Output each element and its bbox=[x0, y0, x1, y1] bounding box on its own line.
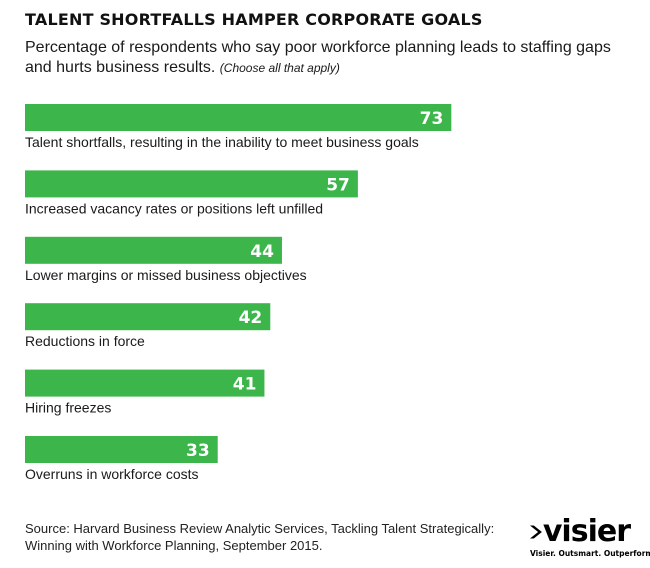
bar bbox=[25, 170, 358, 198]
bar bbox=[25, 369, 265, 397]
bar bbox=[25, 303, 271, 331]
category-label: Increased vacancy rates or positions lef… bbox=[25, 200, 323, 216]
bar-value-label: 73 bbox=[420, 109, 444, 129]
bar bbox=[25, 104, 452, 131]
subtitle-note: (Choose all that apply) bbox=[219, 61, 340, 75]
category-label: Hiring freezes bbox=[25, 400, 111, 416]
bar bbox=[25, 436, 218, 463]
logo-text: visier bbox=[542, 514, 631, 549]
bar-value-label: 41 bbox=[233, 375, 257, 395]
chart-title: TALENT SHORTFALLS HAMPER CORPORATE GOALS bbox=[25, 10, 483, 29]
visier-logo: visier Visier. Outsmart. Outperform. bbox=[530, 514, 650, 558]
bar-value-label: 57 bbox=[326, 175, 350, 195]
chevron-right-icon bbox=[530, 525, 542, 539]
bar bbox=[25, 236, 282, 264]
category-label: Overruns in workforce costs bbox=[25, 466, 199, 482]
category-label: Reductions in force bbox=[25, 333, 145, 349]
bar-value-label: 33 bbox=[186, 441, 210, 461]
category-label: Lower margins or missed business objecti… bbox=[25, 267, 307, 283]
chart-subtitle: Percentage of respondents who say poor w… bbox=[25, 38, 615, 78]
logo-tagline: Visier. Outsmart. Outperform. bbox=[530, 549, 650, 558]
bar-value-label: 44 bbox=[250, 242, 274, 262]
source-note: Source: Harvard Business Review Analytic… bbox=[25, 521, 495, 553]
logo-wordmark: visier bbox=[530, 514, 631, 549]
subtitle-text: Percentage of respondents who say poor w… bbox=[25, 39, 611, 76]
category-label: Talent shortfalls, resulting in the inab… bbox=[25, 134, 419, 150]
bar-value-label: 42 bbox=[239, 308, 263, 328]
